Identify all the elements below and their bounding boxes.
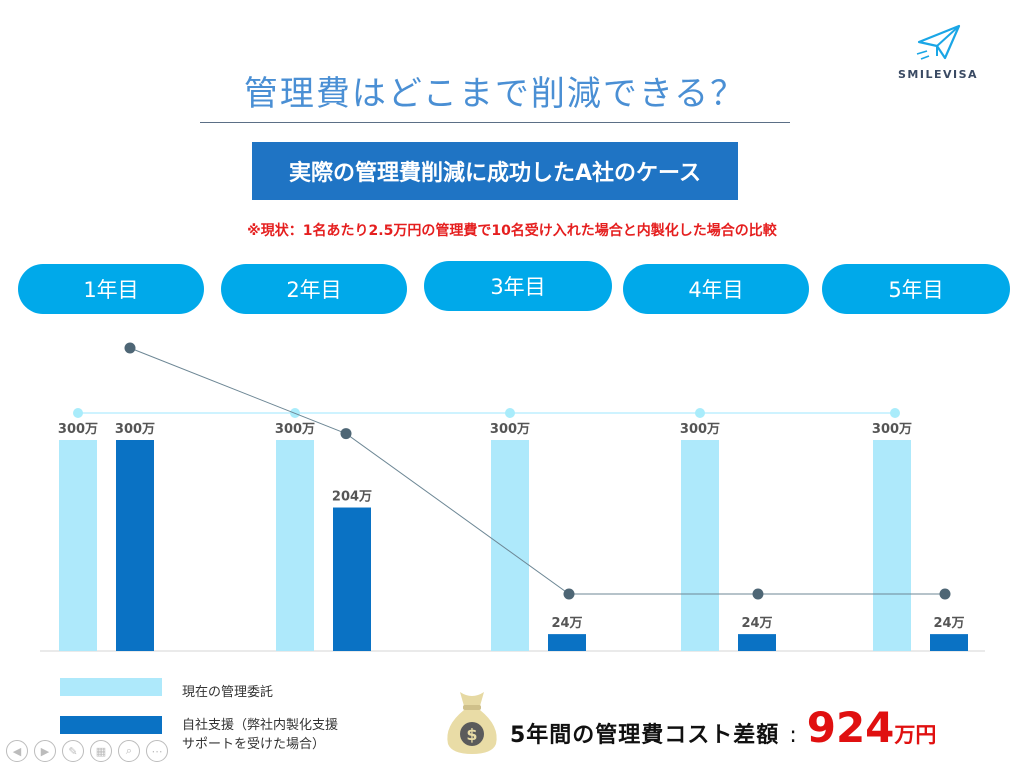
summary-label: 5年間の管理費コスト差額 bbox=[510, 723, 780, 748]
bar-inhouse-1 bbox=[116, 440, 154, 651]
bar-inhouse-3 bbox=[548, 634, 586, 651]
bar-current-5 bbox=[873, 440, 911, 651]
bar-inhouse-5 bbox=[930, 634, 968, 651]
label-current-2: 300万 bbox=[275, 422, 315, 437]
label-current-5: 300万 bbox=[872, 422, 912, 437]
legend-label-inhouse: 自社支援（弊社内製化支援 サポートを受けた場合） bbox=[182, 716, 338, 754]
case-banner: 実際の管理費削減に成功したA社のケース bbox=[252, 142, 738, 200]
paper-plane-icon bbox=[916, 24, 961, 60]
label-inhouse-4: 24万 bbox=[741, 616, 772, 631]
page-title: 管理費はどこまで削減できる？ bbox=[200, 66, 790, 123]
svg-text:$: $ bbox=[466, 725, 477, 744]
label-current-1: 300万 bbox=[58, 422, 98, 437]
trend-dot-current-3 bbox=[505, 408, 515, 418]
slide-nav-controls: ◀ ▶ ✎ ▦ ⌕ ⋯ bbox=[6, 740, 168, 762]
year-pill-2: 2年目 bbox=[221, 264, 407, 314]
more-icon[interactable]: ⋯ bbox=[146, 740, 168, 762]
slides-icon[interactable]: ▦ bbox=[90, 740, 112, 762]
logo-text: SMILEVISA bbox=[898, 68, 979, 81]
prev-icon[interactable]: ◀ bbox=[6, 740, 28, 762]
trend-dot-inhouse-1 bbox=[124, 342, 136, 354]
trend-dot-current-1 bbox=[73, 408, 83, 418]
label-inhouse-5: 24万 bbox=[933, 616, 964, 631]
bar-current-2 bbox=[276, 440, 314, 651]
money-bag-icon: $ bbox=[447, 692, 497, 754]
trend-line-inhouse bbox=[129, 347, 945, 595]
cost-difference-summary: 5年間の管理費コスト差額 : 924 万円 bbox=[510, 703, 937, 752]
label-inhouse-2: 204万 bbox=[332, 490, 372, 505]
bar-current-3 bbox=[491, 440, 529, 651]
comparison-note: ※現状：1名あたり2.5万円の管理費で10名受け入れた場合と内製化した場合の比較 bbox=[247, 223, 777, 239]
legend-swatch-inhouse bbox=[60, 716, 162, 734]
bar-inhouse-2 bbox=[333, 507, 371, 651]
trend-dot-inhouse-3 bbox=[563, 588, 575, 600]
legend-label-inhouse-line1: 自社支援（弊社内製化支援 bbox=[182, 718, 339, 733]
legend-label-inhouse-line2: サポートを受けた場合） bbox=[182, 737, 326, 752]
summary-unit: 万円 bbox=[894, 723, 937, 747]
smilevisa-logo: SMILEVISA bbox=[898, 24, 978, 94]
trend-dot-current-5 bbox=[890, 408, 900, 418]
year-pill-3: 3年目 bbox=[424, 261, 612, 311]
trend-dot-current-4 bbox=[695, 408, 705, 418]
bar-current-4 bbox=[681, 440, 719, 651]
label-current-4: 300万 bbox=[680, 422, 720, 437]
next-icon[interactable]: ▶ bbox=[34, 740, 56, 762]
label-inhouse-1: 300万 bbox=[115, 422, 155, 437]
trend-dot-inhouse-2 bbox=[340, 428, 352, 440]
legend-label-current: 現在の管理委託 bbox=[182, 685, 274, 700]
summary-colon: : bbox=[789, 723, 797, 748]
label-current-3: 300万 bbox=[490, 422, 530, 437]
pen-icon[interactable]: ✎ bbox=[62, 740, 84, 762]
legend-swatch-current bbox=[60, 678, 162, 696]
bar-inhouse-4 bbox=[738, 634, 776, 651]
summary-value: 924 bbox=[806, 703, 895, 752]
year-pill-4: 4年目 bbox=[623, 264, 809, 314]
label-inhouse-3: 24万 bbox=[551, 616, 582, 631]
year-pill-5: 5年目 bbox=[822, 264, 1010, 314]
bar-current-1 bbox=[59, 440, 97, 651]
trend-dot-inhouse-4 bbox=[752, 588, 764, 600]
trend-dot-inhouse-5 bbox=[939, 588, 951, 600]
year-pill-1: 1年目 bbox=[18, 264, 204, 314]
zoom-icon[interactable]: ⌕ bbox=[118, 740, 140, 762]
